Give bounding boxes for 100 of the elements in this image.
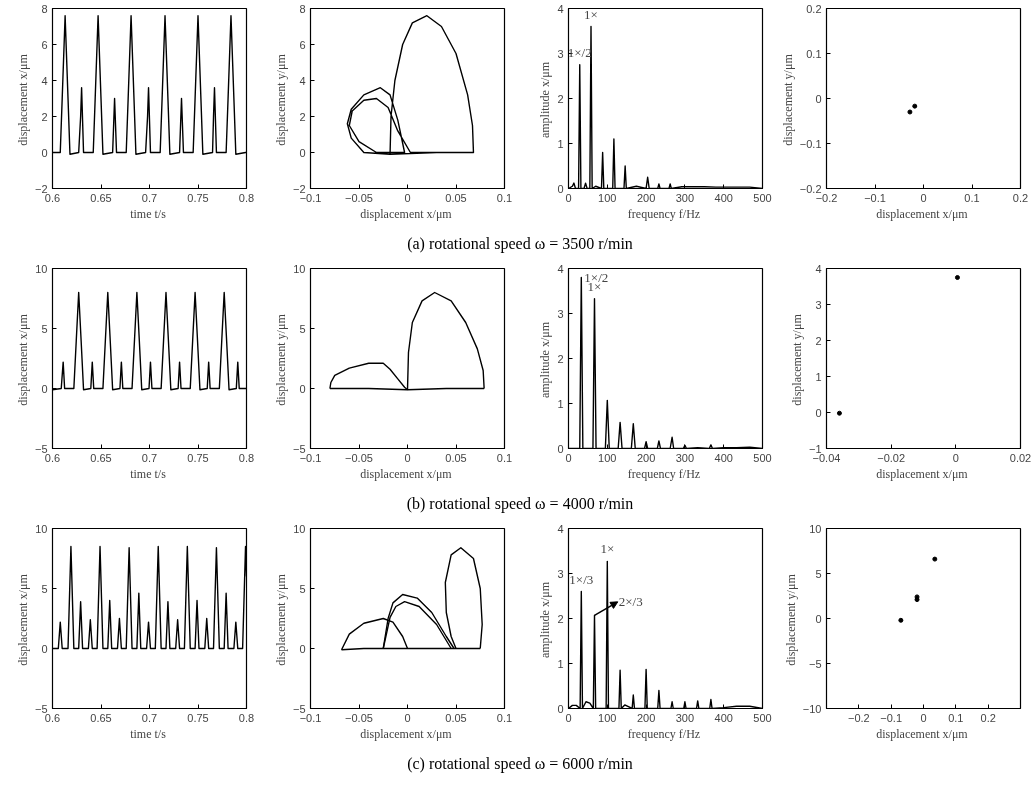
x-tick-label: 0.8 <box>238 711 255 724</box>
y-tick-label: 0 <box>299 382 306 395</box>
x-tick-label: 0 <box>565 191 572 204</box>
y-tick-label: 1 <box>557 397 564 410</box>
y-tick-label: 3 <box>557 307 564 320</box>
y-tick-label: 8 <box>41 2 48 15</box>
x-tick-label: 0.75 <box>187 191 209 204</box>
x-tick-label: 0.65 <box>90 451 112 464</box>
y-tick-label: 3 <box>557 47 564 60</box>
x-tick-label: 0.65 <box>90 191 112 204</box>
y-axis-title: displacement y/μm <box>780 53 795 146</box>
x-axis-title: frequency f/Hz <box>627 206 701 221</box>
annotation: 2×/3 <box>618 594 643 610</box>
y-tick-label: −5 <box>808 657 822 670</box>
x-tick-label: 400 <box>714 711 733 724</box>
y-tick-label: 8 <box>299 2 306 15</box>
x-tick-label: −0.05 <box>345 191 373 204</box>
y-tick-label: −5 <box>292 442 306 455</box>
x-tick-label: 0.2 <box>980 711 996 724</box>
x-tick-label: 0.75 <box>187 451 209 464</box>
x-tick-label: 0.1 <box>496 191 513 204</box>
x-tick-label: 0 <box>404 711 411 724</box>
x-tick-label: 0 <box>565 711 572 724</box>
y-tick-label: 4 <box>299 74 306 87</box>
x-axis-title: time t/s <box>130 206 167 221</box>
y-tick-label: −2 <box>292 182 306 195</box>
x-tick-label: −0.1 <box>864 191 886 204</box>
y-tick-label: 3 <box>557 567 564 580</box>
x-tick-label: 100 <box>598 711 617 724</box>
x-tick-label: 200 <box>636 451 656 464</box>
y-tick-label: −5 <box>292 702 306 715</box>
y-tick-label: 4 <box>41 74 48 87</box>
y-tick-label: −0.2 <box>799 182 822 195</box>
y-tick-label: 0 <box>41 382 48 395</box>
x-axis-title: frequency f/Hz <box>627 466 701 481</box>
y-tick-label: 2 <box>815 334 822 347</box>
x-axis-title: displacement x/μm <box>360 206 453 221</box>
annotation: 1× <box>600 541 615 557</box>
annotation: 1×/3 <box>569 571 594 587</box>
y-tick-label: 0 <box>41 146 48 159</box>
y-axis-title: amplitude x/μm <box>538 61 553 139</box>
x-tick-label: 300 <box>675 191 695 204</box>
y-tick-label: 5 <box>41 322 48 335</box>
y-tick-label: 5 <box>299 582 306 595</box>
x-tick-label: 0.7 <box>141 451 158 464</box>
y-tick-label: −0.1 <box>799 137 822 150</box>
y-tick-label: 1 <box>815 370 822 383</box>
x-axis-title: frequency f/Hz <box>627 726 701 741</box>
x-tick-label: 0 <box>404 191 411 204</box>
annotation: 1× <box>584 6 598 22</box>
y-tick-label: 0 <box>41 642 48 655</box>
x-tick-label: 500 <box>753 191 772 204</box>
y-tick-label: 4 <box>557 522 564 535</box>
y-axis-title: displacement x/μm <box>15 53 30 146</box>
x-tick-label: −0.2 <box>847 711 870 724</box>
y-tick-label: 0 <box>815 612 822 625</box>
x-tick-label: 0 <box>952 451 959 464</box>
y-tick-label: 6 <box>41 38 48 51</box>
y-tick-label: 5 <box>299 322 306 335</box>
y-tick-label: 0.1 <box>806 47 822 60</box>
x-tick-label: −0.05 <box>345 711 373 724</box>
x-axis-title: displacement x/μm <box>360 726 453 741</box>
x-tick-label: 0 <box>920 191 927 204</box>
y-tick-label: 0 <box>815 92 822 105</box>
x-tick-label: 0.7 <box>141 191 158 204</box>
x-axis-title: displacement x/μm <box>876 206 969 221</box>
y-tick-label: 10 <box>809 522 822 535</box>
y-tick-label: 0 <box>299 146 306 159</box>
y-tick-label: 10 <box>293 522 306 535</box>
text: (b) rotational speed ω = 4000 r/min <box>406 494 634 515</box>
y-tick-label: 1 <box>557 137 564 150</box>
x-tick-label: 0.65 <box>90 711 112 724</box>
x-tick-label: 0.1 <box>496 451 513 464</box>
y-tick-label: 6 <box>299 38 306 51</box>
y-tick-label: 0 <box>557 442 564 455</box>
x-tick-label: 400 <box>714 451 733 464</box>
y-axis-title: displacement y/μm <box>789 313 804 406</box>
y-axis-title: amplitude x/μm <box>538 321 553 399</box>
y-axis-title: displacement y/μm <box>273 573 288 666</box>
y-tick-label: 2 <box>557 612 564 625</box>
x-tick-label: 0.75 <box>187 711 209 724</box>
x-tick-label: 400 <box>714 191 733 204</box>
y-tick-label: 5 <box>815 567 822 580</box>
y-tick-label: 1 <box>557 657 564 670</box>
x-tick-label: 0.02 <box>1009 451 1032 464</box>
y-tick-label: 0 <box>815 406 822 419</box>
y-tick-label: 4 <box>557 262 564 275</box>
x-axis-title: displacement x/μm <box>876 466 969 481</box>
x-axis-title: displacement x/μm <box>876 726 969 741</box>
x-tick-label: −0.1 <box>880 711 903 724</box>
x-tick-label: 500 <box>753 451 772 464</box>
x-tick-label: 300 <box>675 711 695 724</box>
x-tick-label: 200 <box>636 711 656 724</box>
x-tick-label: 0 <box>920 711 927 724</box>
x-tick-label: −0.02 <box>877 451 906 464</box>
x-tick-label: 0.8 <box>238 191 255 204</box>
x-tick-label: −0.05 <box>345 451 373 464</box>
x-tick-label: 0.2 <box>1012 191 1029 204</box>
x-tick-label: 0.1 <box>948 711 964 724</box>
x-tick-label: 0.05 <box>445 191 467 204</box>
